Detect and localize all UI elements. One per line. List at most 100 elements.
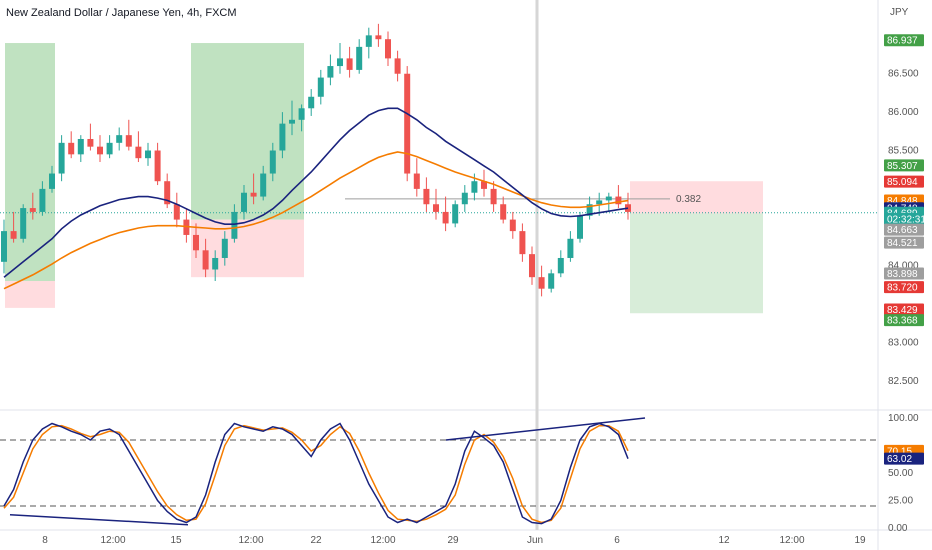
- candle-body: [173, 204, 180, 220]
- candle: [289, 100, 295, 136]
- y-tick-label: 83.000: [888, 337, 919, 348]
- candle-body: [413, 173, 420, 189]
- candle-body: [519, 231, 526, 255]
- candle-body: [10, 231, 17, 239]
- candle: [586, 196, 593, 220]
- x-tick-label: 29: [447, 535, 459, 546]
- x-tick-label: 12:00: [370, 535, 395, 546]
- candle: [1, 219, 7, 274]
- candle: [221, 231, 228, 266]
- candle-body: [433, 204, 439, 212]
- candle-body: [423, 188, 430, 205]
- stoch-k-line: [3, 422, 629, 525]
- position-zone-0: [5, 43, 55, 282]
- candle-body: [548, 273, 555, 289]
- price-tag-label: 86.937: [887, 36, 918, 47]
- candle-body: [289, 119, 295, 124]
- moving-averages: [3, 107, 629, 290]
- position-zones: 0.382: [0, 43, 878, 314]
- candle: [241, 185, 247, 220]
- position-zone-3: [191, 219, 304, 278]
- price-tag-label: 83.720: [887, 283, 918, 294]
- candle-body: [135, 146, 142, 159]
- candle-body: [164, 181, 171, 205]
- candle: [394, 50, 401, 82]
- candle-body: [193, 234, 199, 251]
- candle: [490, 181, 497, 212]
- x-tick-label: 12:00: [238, 535, 263, 546]
- candle: [49, 165, 55, 193]
- stoch-tag-label: 70.15: [887, 446, 912, 457]
- candle: [145, 142, 151, 166]
- stoch-tag: [884, 452, 924, 465]
- candle-body: [500, 204, 507, 220]
- candle-body: [346, 58, 353, 70]
- stoch-y-tick: 0.00: [888, 523, 908, 534]
- y-tick-label: 86.500: [888, 69, 919, 80]
- candle: [615, 185, 622, 209]
- candle-body: [221, 238, 228, 258]
- candle-body: [106, 142, 113, 155]
- candle: [39, 181, 46, 216]
- price-tag-label: 85.094: [887, 177, 918, 188]
- candle: [337, 43, 343, 74]
- candle: [298, 104, 305, 132]
- candle: [10, 211, 17, 243]
- candle-body: [29, 208, 36, 212]
- candle: [375, 23, 382, 47]
- candle: [202, 238, 209, 278]
- position-zone-4: [630, 181, 763, 214]
- candle: [279, 112, 286, 159]
- y-tick-label: 85.500: [888, 146, 919, 157]
- y-tick-label: 86.000: [888, 107, 919, 118]
- candle-body: [567, 238, 574, 258]
- stoch-y-tick: 100.00: [888, 413, 919, 424]
- candle-body: [337, 58, 343, 67]
- candle: [269, 142, 276, 182]
- candle: [557, 250, 564, 278]
- candle-body: [509, 219, 516, 232]
- candle-body: [212, 257, 219, 270]
- candle: [87, 123, 94, 151]
- candle-body: [404, 73, 411, 174]
- candle-body: [557, 257, 564, 274]
- candle-body: [87, 138, 94, 147]
- candle-body: [58, 142, 65, 174]
- candle: [452, 200, 459, 228]
- candle: [365, 27, 372, 59]
- candle: [423, 177, 430, 212]
- candle-body: [471, 181, 478, 193]
- candle: [519, 223, 526, 262]
- chart-title: New Zealand Dollar / Japanese Yen, 4h, F…: [6, 7, 237, 19]
- candle-body: [596, 200, 603, 205]
- price-tag: [884, 314, 924, 327]
- candle-body: [375, 35, 382, 40]
- candle-body: [260, 173, 267, 197]
- x-tick-label: 12: [718, 535, 730, 546]
- price-tag: [884, 175, 924, 188]
- candle-body: [231, 211, 238, 239]
- candle-body: [317, 77, 324, 97]
- candle: [442, 196, 449, 232]
- candle: [116, 127, 123, 151]
- position-zone-1: [5, 281, 55, 308]
- fib-level-label: 0.382: [676, 194, 701, 205]
- candle-body: [68, 142, 75, 155]
- candle: [260, 165, 267, 201]
- candles: [1, 23, 631, 297]
- candle: [433, 188, 439, 220]
- price-tag: [884, 267, 924, 280]
- candle: [327, 54, 334, 86]
- price-tag-label: 84.848: [887, 196, 918, 207]
- candle-body: [586, 204, 593, 216]
- candle: [509, 211, 516, 239]
- candle: [529, 246, 535, 285]
- candle-body: [39, 188, 46, 212]
- price-tag: [884, 281, 924, 294]
- candle: [68, 131, 75, 159]
- candle: [58, 135, 65, 182]
- x-tick-label: 12:00: [779, 535, 804, 546]
